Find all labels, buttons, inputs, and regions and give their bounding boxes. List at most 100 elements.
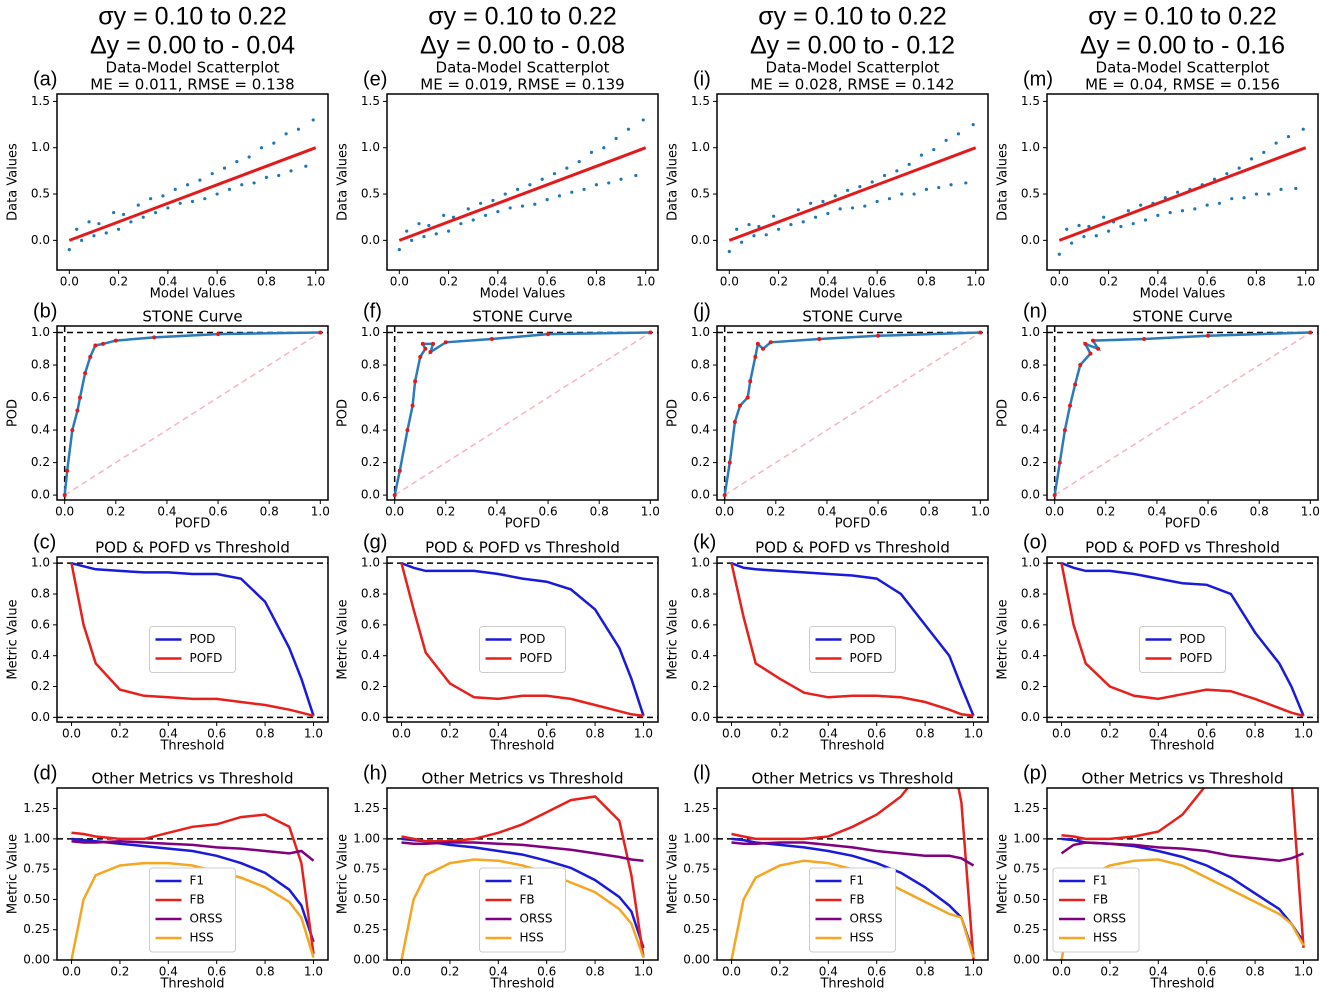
- scatter-point: [515, 187, 520, 192]
- x-tick-label: 0.0: [62, 965, 81, 979]
- series-line: [71, 813, 315, 955]
- y-tick-label: 1.5: [691, 94, 710, 108]
- scatter-point: [619, 177, 623, 181]
- threshold-marker: [75, 408, 80, 413]
- series-line: [71, 561, 315, 717]
- scatter-point: [178, 201, 182, 205]
- legend-box: [809, 626, 896, 673]
- threshold-marker: [732, 419, 737, 424]
- legend-label: HSS: [190, 931, 214, 945]
- scatter-point: [1237, 166, 1241, 170]
- y-tick-label: 0.00: [683, 953, 710, 967]
- panel-label: (h): [363, 762, 387, 784]
- x-tick-label: 0.0: [392, 965, 411, 979]
- scatter-point: [747, 223, 751, 227]
- scatter-point: [870, 180, 874, 184]
- x-tick-label: 1.0: [964, 965, 983, 979]
- y-tick-label: 0.2: [1021, 679, 1040, 693]
- x-tick-label: 1.0: [966, 275, 985, 289]
- y-tick-label: 0.8: [361, 358, 380, 372]
- x-axis-label: Threshold: [1149, 977, 1214, 992]
- y-axis-label: POD: [666, 399, 681, 427]
- threshold-marker: [1206, 333, 1211, 338]
- scatter-point: [75, 227, 79, 231]
- x-tick-label: 0.4: [489, 727, 508, 741]
- threshold-marker: [978, 330, 983, 335]
- legend-label: F1: [520, 874, 535, 888]
- panel-subtitle: ME = 0.028, RMSE = 0.142: [750, 76, 954, 94]
- scatter-point: [949, 183, 953, 187]
- scatter-point: [907, 162, 911, 166]
- scatter-point: [166, 206, 170, 210]
- x-tick-label: 0.6: [209, 505, 228, 519]
- scatter-point: [520, 204, 525, 208]
- column-header: σy = 0.10 to 0.22: [98, 3, 286, 31]
- threshold-marker: [318, 330, 323, 335]
- plot-area: [67, 118, 317, 252]
- legend-box: [149, 626, 236, 673]
- x-axis-label: POFD: [1165, 517, 1201, 532]
- scatter-point: [427, 223, 431, 228]
- scatter-point: [964, 181, 968, 185]
- scatter-point: [887, 197, 892, 201]
- y-axis-label: Metric Value: [666, 834, 681, 914]
- scatter-point: [565, 166, 569, 170]
- x-tick-label: 1.0: [1294, 965, 1313, 979]
- scatter-point: [240, 183, 244, 187]
- y-tick-label: 0.8: [1021, 587, 1040, 601]
- threshold-marker: [397, 468, 402, 473]
- scatter-point: [1279, 187, 1283, 192]
- plot-frame: [56, 93, 329, 271]
- scatter-point: [434, 232, 438, 236]
- panel-title: Other Metrics vs Threshold: [422, 770, 624, 788]
- scatter-point: [1168, 210, 1172, 215]
- panel-label: (o): [1023, 531, 1047, 553]
- panel-title: Other Metrics vs Threshold: [752, 770, 954, 788]
- x-tick-label: 0.8: [590, 505, 609, 519]
- column-header: Δy = 0.00 to - 0.04: [90, 32, 295, 60]
- panel-title: POD & POFD vs Threshold: [755, 539, 950, 557]
- y-tick-label: 0.00: [23, 953, 50, 967]
- series-line: [730, 562, 974, 718]
- x-tick-label: 0.6: [538, 275, 557, 289]
- y-tick-label: 0.6: [361, 617, 380, 631]
- y-tick-label: 1.0: [361, 325, 380, 339]
- scatter-point: [121, 212, 126, 217]
- scatter-point: [1139, 203, 1143, 207]
- x-axis-label: Threshold: [489, 977, 554, 992]
- scatter-point: [900, 192, 904, 196]
- legend-label: FB: [190, 893, 205, 907]
- y-tick-label: 1.0: [1021, 140, 1040, 154]
- scatter-point: [1205, 203, 1209, 207]
- x-tick-label: 0.8: [586, 965, 605, 979]
- scatter-point: [932, 147, 936, 152]
- scatter-point: [863, 204, 867, 208]
- y-tick-label: 0.75: [1013, 862, 1040, 876]
- panel-title: Data-Model Scatterplot: [1096, 59, 1270, 77]
- panel-title: Data-Model Scatterplot: [106, 59, 280, 77]
- scatter-point: [1077, 223, 1081, 228]
- threshold-marker: [405, 428, 410, 433]
- panel-label: (m): [1023, 68, 1053, 90]
- x-tick-label: 0.4: [819, 727, 838, 741]
- y-tick-label: 0.5: [361, 187, 380, 201]
- scatter-point: [1057, 252, 1061, 256]
- x-tick-label: 0.2: [766, 505, 785, 519]
- fit-line: [728, 146, 977, 242]
- scatter-point: [1212, 177, 1217, 181]
- x-axis-label: Model Values: [1140, 287, 1226, 302]
- series-line: [70, 861, 315, 960]
- scatter-point: [190, 199, 195, 204]
- column-header: Δy = 0.00 to - 0.12: [750, 32, 955, 60]
- legend-box: [1052, 867, 1140, 953]
- plot-area: [1057, 127, 1307, 256]
- scatter-point: [141, 215, 145, 219]
- scatter-point: [1156, 213, 1160, 217]
- plot-area: [717, 562, 988, 719]
- scatter-point: [304, 164, 308, 168]
- scatter-point: [1254, 192, 1259, 196]
- y-tick-label: 0.50: [1013, 892, 1040, 906]
- y-tick-label: 0.25: [683, 922, 710, 936]
- y-tick-label: 1.0: [691, 325, 710, 339]
- y-tick-label: 1.0: [361, 140, 380, 154]
